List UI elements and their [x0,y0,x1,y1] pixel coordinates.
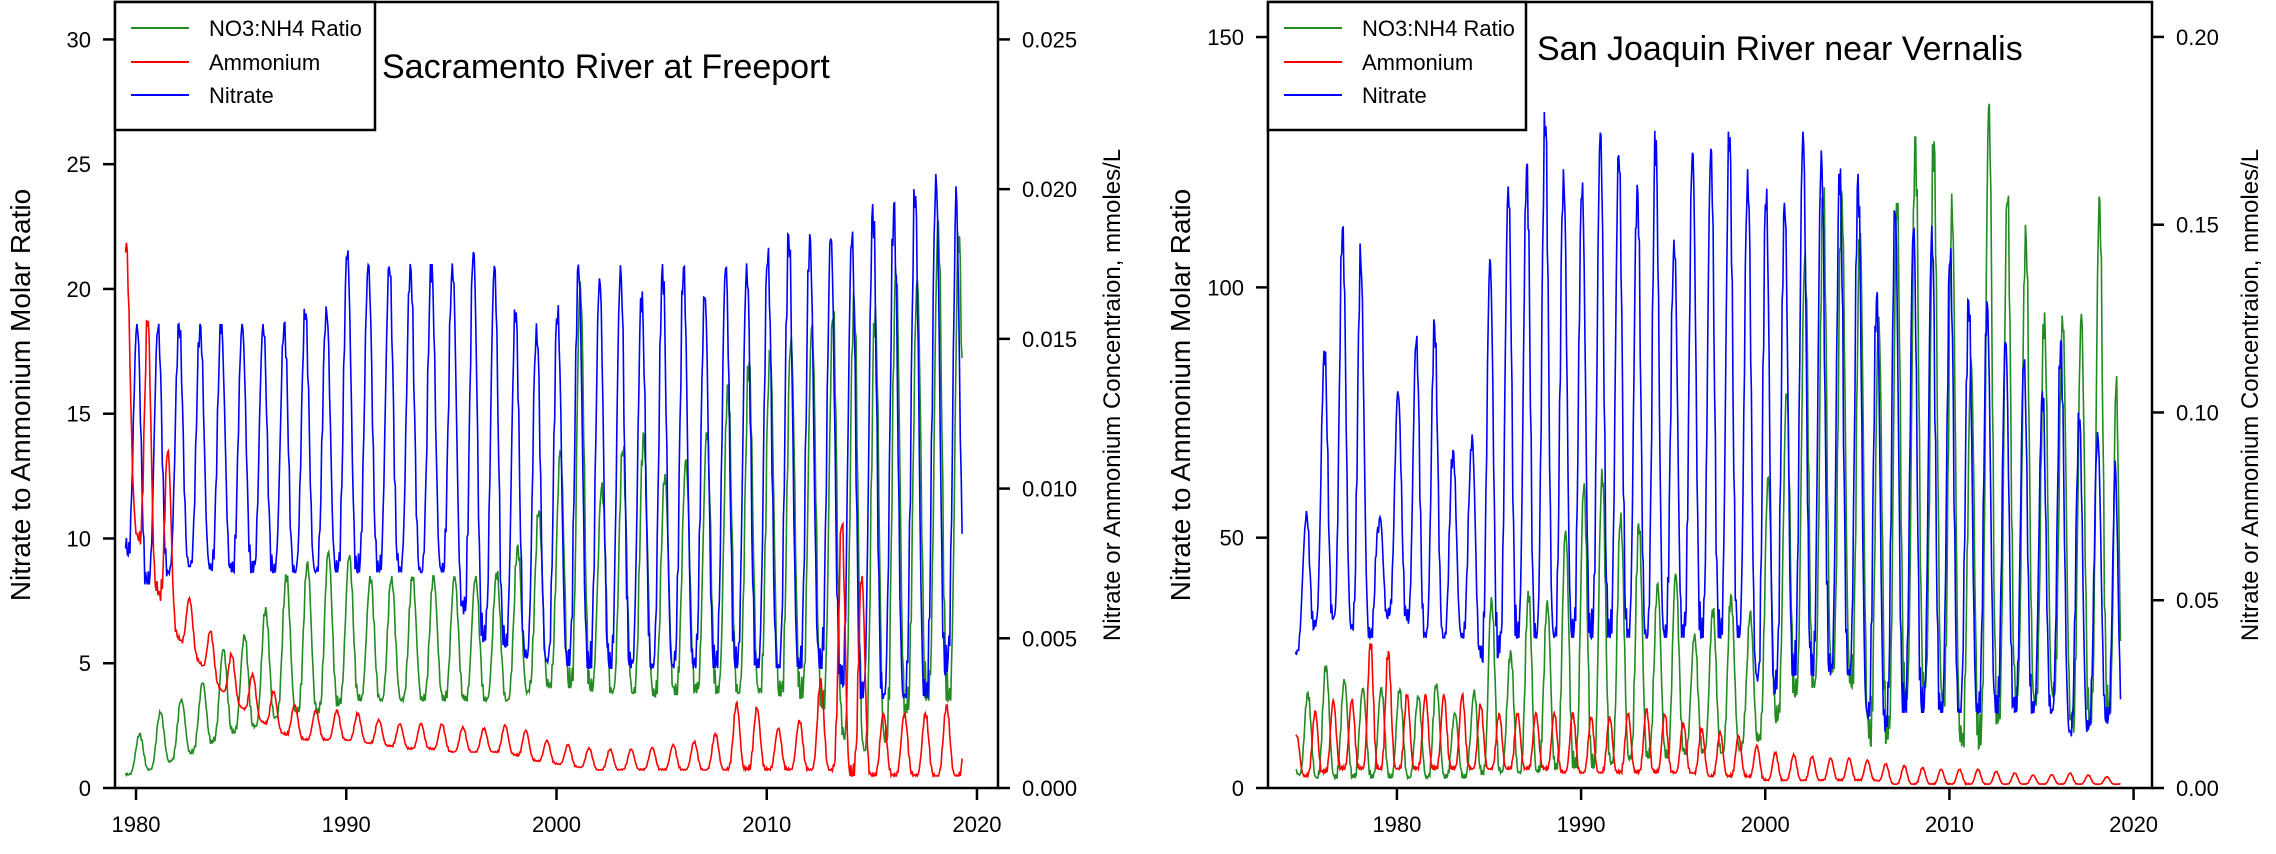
x-tick-label: 2010 [1925,812,1974,837]
x-tick-label: 1990 [322,812,371,837]
y2-tick-label: 0.005 [1022,626,1077,651]
chart-title: San Joaquin River near Vernalis [1537,30,2023,68]
legend: NO3:NH4 Ratio Ammonium Nitrate [1266,0,1528,132]
data-lines [1294,103,2122,786]
y2-tick-label: 0.05 [2176,588,2219,613]
series-line-ammonium [1295,643,2121,786]
legend-label-ratio: NO3:NH4 Ratio [1362,16,1515,41]
legend-label-ratio: NO3:NH4 Ratio [209,16,362,41]
y-tick-label: 0 [1232,776,1244,801]
legend-label-ammonium: Ammonium [209,50,320,75]
y2-tick-label: 0.010 [1022,477,1077,502]
y2-tick-label: 0.20 [2176,25,2219,50]
y-axis-label: Nitrate to Ammonium Molar Ratio [1165,189,1196,601]
data-lines [124,173,963,779]
y2-tick-label: 0.10 [2176,400,2219,425]
y2-axis-label: Nitrate or Ammonium Concentraion, mmoles… [2237,149,2264,641]
y2-tick-label: 0.025 [1022,27,1077,52]
y-tick-label: 100 [1207,275,1244,300]
legend-label-nitrate: Nitrate [1362,83,1427,108]
y-tick-label: 50 [1220,526,1244,551]
x-tick-label: 1980 [1372,812,1421,837]
series-line-ammonium [124,242,963,779]
y-tick-label: 0 [79,776,91,801]
x-tick-label: 2010 [742,812,791,837]
legend-box [1266,0,1528,132]
y-tick-label: 20 [67,277,91,302]
y-tick-label: 25 [67,152,91,177]
legend-label-nitrate: Nitrate [209,83,274,108]
y2-tick-label: 0.015 [1022,327,1077,352]
y-tick-label: 30 [67,27,91,52]
legend-label-ammonium: Ammonium [1362,50,1473,75]
x-tick-label: 1990 [1557,812,1606,837]
y-tick-label: 15 [67,402,91,427]
y2-tick-label: 0.00 [2176,776,2219,801]
y-axis-label: Nitrate to Ammonium Molar Ratio [5,189,36,601]
x-tick-label: 1980 [112,812,161,837]
y2-tick-label: 0.000 [1022,776,1077,801]
axis-ticks: 1980 1990 2000 2010 2020 0 50 100 150 0.00 0.05 0.1… [1207,25,2219,837]
chart-panel-san-joaquin: 1980 1990 2000 2010 2020 0 50 100 150 0.00 0.05 0.1… [1165,0,2264,837]
axis-ticks: 1980 1990 2000 2010 2020 0 5 10 15 20 25 30 0.000 0.0… [67,27,1078,837]
y-tick-label: 5 [79,651,91,676]
x-tick-label: 2000 [1741,812,1790,837]
x-tick-label: 2020 [2109,812,2158,837]
series-line-nitrate [124,173,963,700]
x-tick-label: 2000 [532,812,581,837]
series-line-nitrate [1294,111,2122,737]
y-tick-label: 10 [67,526,91,551]
y2-tick-label: 0.15 [2176,213,2219,238]
chart-panel-sacramento: 1980 1990 2000 2010 2020 0 5 10 15 20 25 30 0.000 0.0… [5,0,1126,837]
plot-frame [1266,0,2154,790]
legend: NO3:NH4 Ratio Ammonium Nitrate [113,0,377,132]
legend-box [113,0,377,132]
y2-axis-label: Nitrate or Ammonium Concentraion, mmoles… [1099,149,1126,641]
series-line-no3-nh4-ratio [1295,103,2122,782]
x-tick-label: 2020 [952,812,1001,837]
chart-title: Sacramento River at Freeport [382,48,830,86]
y2-tick-label: 0.020 [1022,177,1077,202]
y-tick-label: 150 [1207,25,1244,50]
